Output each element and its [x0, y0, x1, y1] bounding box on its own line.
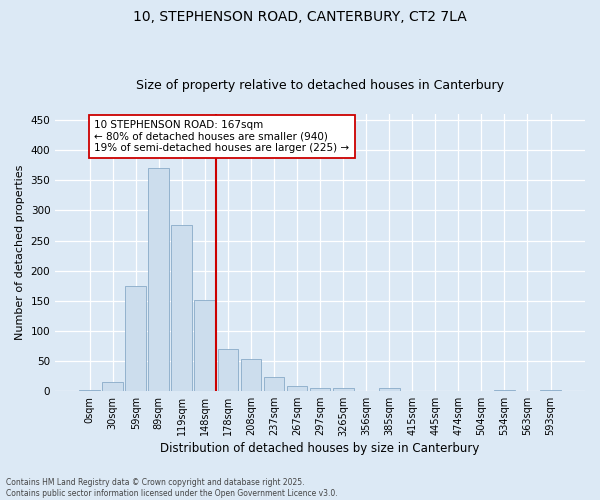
Text: 10 STEPHENSON ROAD: 167sqm
← 80% of detached houses are smaller (940)
19% of sem: 10 STEPHENSON ROAD: 167sqm ← 80% of deta… [94, 120, 349, 153]
Bar [172, 226, 192, 391]
Bar [263, 378, 284, 391]
Bar [194, 300, 215, 391]
Bar [79, 390, 100, 391]
Bar [287, 386, 307, 391]
X-axis label: Distribution of detached houses by size in Canterbury: Distribution of detached houses by size … [160, 442, 480, 455]
Bar [379, 388, 400, 391]
Bar [494, 390, 515, 391]
Text: 10, STEPHENSON ROAD, CANTERBURY, CT2 7LA: 10, STEPHENSON ROAD, CANTERBURY, CT2 7LA [133, 10, 467, 24]
Bar [310, 388, 331, 391]
Bar [125, 286, 146, 391]
Bar [102, 382, 123, 391]
Bar [540, 390, 561, 391]
Y-axis label: Number of detached properties: Number of detached properties [15, 165, 25, 340]
Bar [148, 168, 169, 391]
Text: Contains HM Land Registry data © Crown copyright and database right 2025.
Contai: Contains HM Land Registry data © Crown c… [6, 478, 338, 498]
Title: Size of property relative to detached houses in Canterbury: Size of property relative to detached ho… [136, 79, 504, 92]
Bar [218, 349, 238, 391]
Bar [241, 358, 262, 391]
Bar [333, 388, 353, 391]
